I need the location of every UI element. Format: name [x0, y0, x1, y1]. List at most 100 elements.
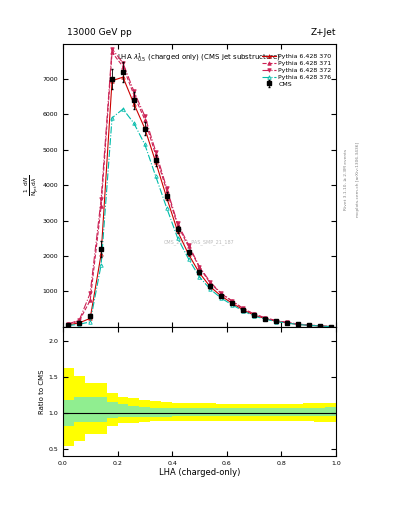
Pythia 6.428 370: [153, 159, 158, 165]
Pythia 6.428 370: [197, 270, 202, 276]
Pythia 6.428 371: [296, 321, 300, 327]
Pythia 6.428 370: [186, 251, 191, 258]
Pythia 6.428 376: [99, 262, 103, 268]
Pythia 6.428 371: [175, 222, 180, 228]
Pythia 6.428 376: [186, 256, 191, 262]
Pythia 6.428 370: [110, 78, 114, 84]
Pythia 6.428 371: [153, 152, 158, 158]
Pythia 6.428 376: [263, 316, 267, 322]
Pythia 6.428 370: [328, 324, 333, 330]
X-axis label: LHA (charged-only): LHA (charged-only): [159, 468, 240, 477]
Pythia 6.428 376: [66, 323, 71, 329]
Pythia 6.428 371: [99, 203, 103, 209]
Pythia 6.428 372: [186, 242, 191, 248]
Pythia 6.428 370: [208, 284, 213, 290]
Text: Rivet 3.1.10, ≥ 2.3M events: Rivet 3.1.10, ≥ 2.3M events: [344, 148, 348, 210]
Pythia 6.428 372: [121, 60, 125, 66]
Pythia 6.428 372: [307, 322, 311, 328]
Pythia 6.428 376: [143, 141, 147, 147]
Pythia 6.428 372: [317, 323, 322, 329]
Line: Pythia 6.428 371: Pythia 6.428 371: [66, 51, 332, 328]
Pythia 6.428 372: [274, 317, 278, 324]
Pythia 6.428 372: [77, 317, 82, 323]
Pythia 6.428 376: [175, 235, 180, 241]
Pythia 6.428 371: [252, 311, 256, 317]
Pythia 6.428 370: [143, 125, 147, 132]
Text: 13000 GeV pp: 13000 GeV pp: [67, 28, 132, 37]
Pythia 6.428 376: [274, 318, 278, 325]
Pythia 6.428 371: [132, 92, 136, 98]
Line: Pythia 6.428 370: Pythia 6.428 370: [66, 75, 332, 328]
Pythia 6.428 371: [263, 315, 267, 321]
Pythia 6.428 371: [307, 322, 311, 328]
Pythia 6.428 376: [121, 106, 125, 112]
Pythia 6.428 371: [274, 317, 278, 324]
Pythia 6.428 370: [99, 251, 103, 258]
Pythia 6.428 372: [110, 46, 114, 52]
Pythia 6.428 376: [77, 321, 82, 327]
Pythia 6.428 372: [230, 298, 235, 304]
Pythia 6.428 376: [153, 173, 158, 179]
Pythia 6.428 371: [77, 318, 82, 324]
Pythia 6.428 372: [296, 321, 300, 327]
Pythia 6.428 371: [241, 306, 246, 312]
Pythia 6.428 371: [328, 324, 333, 330]
Pythia 6.428 376: [307, 322, 311, 328]
Pythia 6.428 376: [197, 274, 202, 280]
Pythia 6.428 376: [296, 322, 300, 328]
Pythia 6.428 370: [307, 322, 311, 328]
Pythia 6.428 370: [88, 315, 93, 322]
Pythia 6.428 370: [77, 319, 82, 326]
Pythia 6.428 371: [66, 321, 71, 327]
Pythia 6.428 376: [219, 295, 224, 301]
Pythia 6.428 370: [252, 312, 256, 318]
Pythia 6.428 372: [164, 185, 169, 191]
Pythia 6.428 376: [208, 286, 213, 292]
Pythia 6.428 376: [110, 115, 114, 121]
Pythia 6.428 370: [274, 318, 278, 324]
Pythia 6.428 371: [164, 187, 169, 194]
Pythia 6.428 370: [66, 322, 71, 328]
Pythia 6.428 372: [143, 113, 147, 119]
Pythia 6.428 372: [208, 279, 213, 285]
Pythia 6.428 370: [230, 300, 235, 306]
Pythia 6.428 376: [328, 324, 333, 330]
Pythia 6.428 370: [164, 195, 169, 201]
Pythia 6.428 371: [88, 297, 93, 304]
Pythia 6.428 371: [110, 49, 114, 55]
Y-axis label: $\frac{1}{\mathrm{N_{jet}}} \frac{\mathrm{d}N}{\mathrm{d}\lambda}$: $\frac{1}{\mathrm{N_{jet}}} \frac{\mathr…: [22, 175, 41, 196]
Pythia 6.428 370: [121, 74, 125, 80]
Pythia 6.428 376: [285, 320, 289, 326]
Text: CMS_2021_PAS_SMP_21_187: CMS_2021_PAS_SMP_21_187: [164, 239, 235, 245]
Pythia 6.428 372: [328, 324, 333, 330]
Pythia 6.428 372: [241, 305, 246, 311]
Text: Z+Jet: Z+Jet: [310, 28, 336, 37]
Pythia 6.428 372: [153, 148, 158, 155]
Pythia 6.428 371: [186, 243, 191, 249]
Pythia 6.428 371: [285, 319, 289, 326]
Pythia 6.428 376: [88, 319, 93, 325]
Pythia 6.428 372: [263, 314, 267, 321]
Pythia 6.428 372: [252, 311, 256, 317]
Pythia 6.428 372: [132, 88, 136, 94]
Pythia 6.428 371: [230, 298, 235, 305]
Pythia 6.428 372: [88, 290, 93, 296]
Text: LHA $\lambda^{1}_{0.5}$ (charged only) (CMS jet substructure): LHA $\lambda^{1}_{0.5}$ (charged only) (…: [118, 52, 281, 66]
Pythia 6.428 372: [219, 290, 224, 296]
Pythia 6.428 371: [143, 117, 147, 123]
Pythia 6.428 372: [66, 321, 71, 327]
Pythia 6.428 370: [263, 315, 267, 322]
Line: Pythia 6.428 376: Pythia 6.428 376: [66, 108, 332, 328]
Line: Pythia 6.428 372: Pythia 6.428 372: [66, 47, 332, 328]
Pythia 6.428 376: [252, 313, 256, 319]
Pythia 6.428 372: [285, 319, 289, 326]
Pythia 6.428 370: [285, 320, 289, 326]
Pythia 6.428 371: [197, 264, 202, 270]
Y-axis label: Ratio to CMS: Ratio to CMS: [39, 369, 45, 414]
Pythia 6.428 376: [132, 120, 136, 126]
Pythia 6.428 371: [219, 290, 224, 296]
Pythia 6.428 371: [317, 323, 322, 329]
Pythia 6.428 376: [241, 308, 246, 314]
Pythia 6.428 371: [208, 280, 213, 286]
Pythia 6.428 372: [99, 196, 103, 202]
